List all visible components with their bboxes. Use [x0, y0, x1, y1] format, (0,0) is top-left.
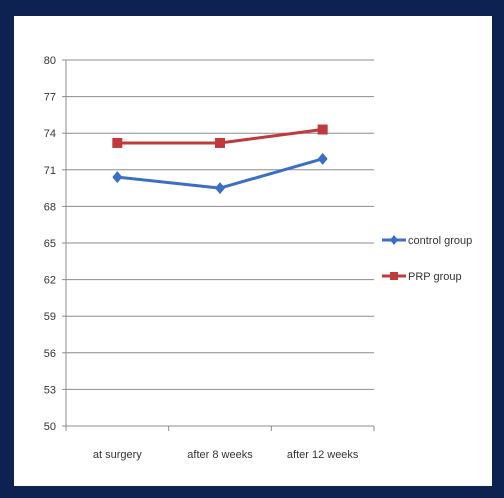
x-tick-label: after 8 weeks	[187, 449, 253, 461]
y-tick-label: 65	[44, 238, 56, 250]
gridlines	[66, 59, 374, 427]
legend: control group PRP group	[382, 235, 472, 283]
legend-label: PRP group	[408, 271, 462, 283]
series-0	[112, 152, 328, 195]
x-axis: at surgery after 8 weeks after 12 weeks	[65, 426, 375, 461]
line-chart: 50 53 56 59 62 65 68 71 74 77 80 at surgery after 8…	[44, 55, 472, 461]
x-tick-label: after 12 weeks	[287, 449, 359, 461]
legend-label: control group	[408, 235, 472, 247]
y-tick-label: 62	[44, 275, 56, 287]
y-tick-label: 80	[44, 55, 56, 67]
legend-item-0: control group	[382, 235, 472, 247]
data-point	[112, 171, 123, 184]
y-axis: 50 53 56 59 62 65 68 71 74 77 80	[44, 55, 67, 433]
y-tick-label: 77	[44, 92, 56, 104]
y-tick-label: 59	[44, 311, 56, 323]
y-tick-label: 74	[44, 128, 56, 140]
y-tick-label: 53	[44, 384, 56, 396]
y-tick-label: 68	[44, 201, 56, 213]
series-group	[112, 124, 328, 195]
legend-item-1: PRP group	[382, 271, 462, 283]
data-point	[215, 182, 225, 195]
y-tick-label: 71	[44, 165, 56, 177]
data-point	[215, 137, 225, 148]
chart-frame: 50 53 56 59 62 65 68 71 74 77 80 at surgery after 8…	[14, 16, 492, 486]
legend-marker	[390, 272, 398, 280]
data-point	[112, 137, 123, 148]
legend-marker	[390, 235, 398, 245]
data-point	[317, 152, 328, 165]
y-tick-label: 50	[44, 421, 56, 433]
series-1	[112, 124, 328, 148]
y-tick-label: 56	[44, 348, 56, 360]
data-point	[317, 124, 328, 135]
x-tick-label: at surgery	[93, 449, 142, 461]
